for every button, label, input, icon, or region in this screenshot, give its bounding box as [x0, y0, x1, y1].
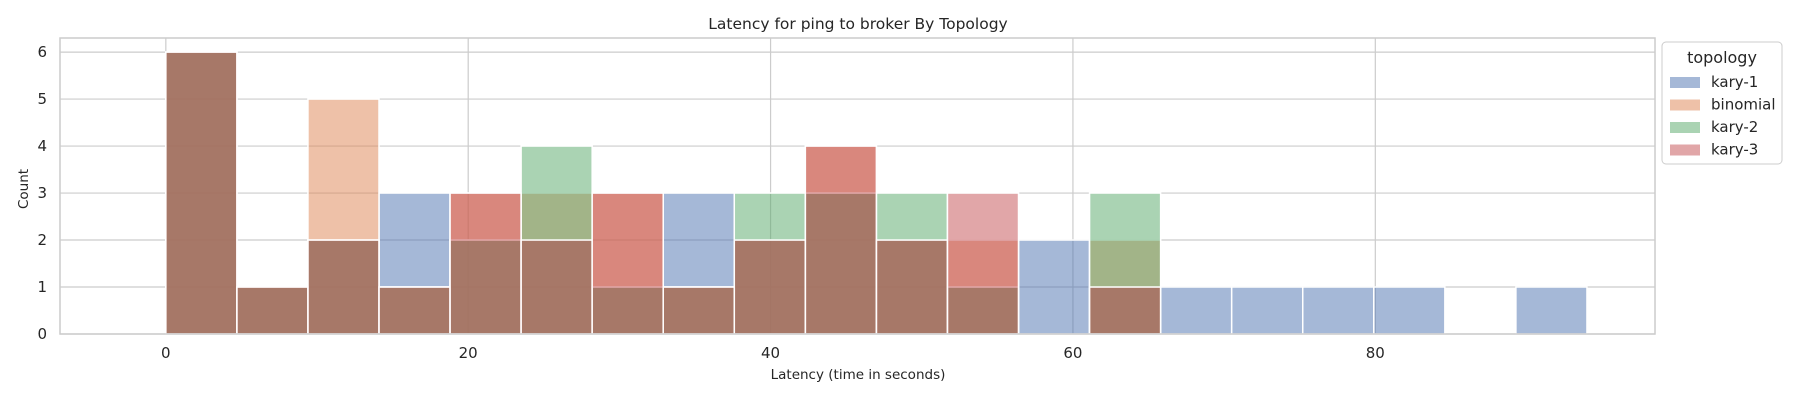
y-tick-label: 3	[37, 184, 47, 202]
bar-kary-1	[1301, 286, 1375, 335]
y-tick-label: 6	[37, 43, 47, 61]
bar-kary-1	[1373, 286, 1446, 335]
legend-item-binomial: binomial	[1670, 96, 1776, 114]
x-tick-label: 80	[1366, 344, 1385, 362]
legend-item-kary-2: kary-2	[1670, 118, 1758, 136]
legend-item-kary-3: kary-3	[1670, 141, 1758, 159]
legend-box	[1661, 41, 1783, 165]
bar-kary-1	[1159, 286, 1233, 335]
x-axis-ticks: 0 20 40 60 80	[161, 344, 1385, 362]
y-tick-label: 2	[37, 231, 47, 249]
legend-label: binomial	[1711, 96, 1776, 114]
y-tick-label: 5	[37, 90, 47, 108]
bar-kary-3	[875, 239, 949, 335]
x-tick-label: 40	[761, 344, 780, 362]
legend-item-kary-1: kary-1	[1670, 73, 1758, 91]
bar-kary-1	[1017, 239, 1091, 335]
x-tick-label: 0	[161, 344, 171, 362]
plot-border	[59, 37, 1656, 335]
legend: topology kary-1 binomial kary-2 kary-3	[1661, 41, 1783, 165]
legend-label: kary-3	[1711, 141, 1758, 159]
legend-label: kary-2	[1711, 118, 1758, 136]
legend-swatch	[1670, 77, 1700, 88]
bar-kary-3	[378, 286, 451, 335]
y-axis-label: Count	[16, 169, 32, 209]
bar-kary-3	[165, 51, 238, 335]
legend-swatch	[1670, 99, 1700, 111]
legend-items: kary-1 binomial kary-2 kary-3	[1670, 73, 1776, 159]
legend-swatch	[1670, 144, 1700, 156]
x-axis-label: Latency (time in seconds)	[771, 367, 946, 383]
legend-label: kary-1	[1711, 73, 1758, 91]
bar-kary-3	[1088, 286, 1162, 335]
x-tick-label: 20	[459, 344, 478, 362]
bar-kary-3	[804, 145, 878, 335]
chart-title: Latency for ping to broker By Topology	[708, 15, 1007, 33]
legend-swatch	[1670, 122, 1700, 133]
bar-kary-3	[733, 239, 807, 335]
bar-kary-3	[946, 192, 1020, 335]
bar-kary-3	[236, 286, 309, 335]
y-tick-label: 4	[37, 137, 47, 155]
bar-kary-3	[520, 239, 593, 335]
bar-kary-3	[662, 286, 736, 335]
bar-kary-1	[1230, 286, 1304, 335]
legend-title: topology	[1687, 48, 1757, 67]
bar-kary-3	[449, 192, 522, 335]
bar-kary-3	[591, 192, 664, 335]
bar-kary-1	[1515, 286, 1588, 335]
y-tick-label: 0	[37, 325, 47, 343]
bar-kary-3	[307, 239, 380, 335]
x-tick-label: 60	[1063, 344, 1082, 362]
y-tick-label: 1	[37, 278, 47, 296]
y-axis-ticks: 0 1 2 3 4 5 6	[37, 43, 47, 343]
